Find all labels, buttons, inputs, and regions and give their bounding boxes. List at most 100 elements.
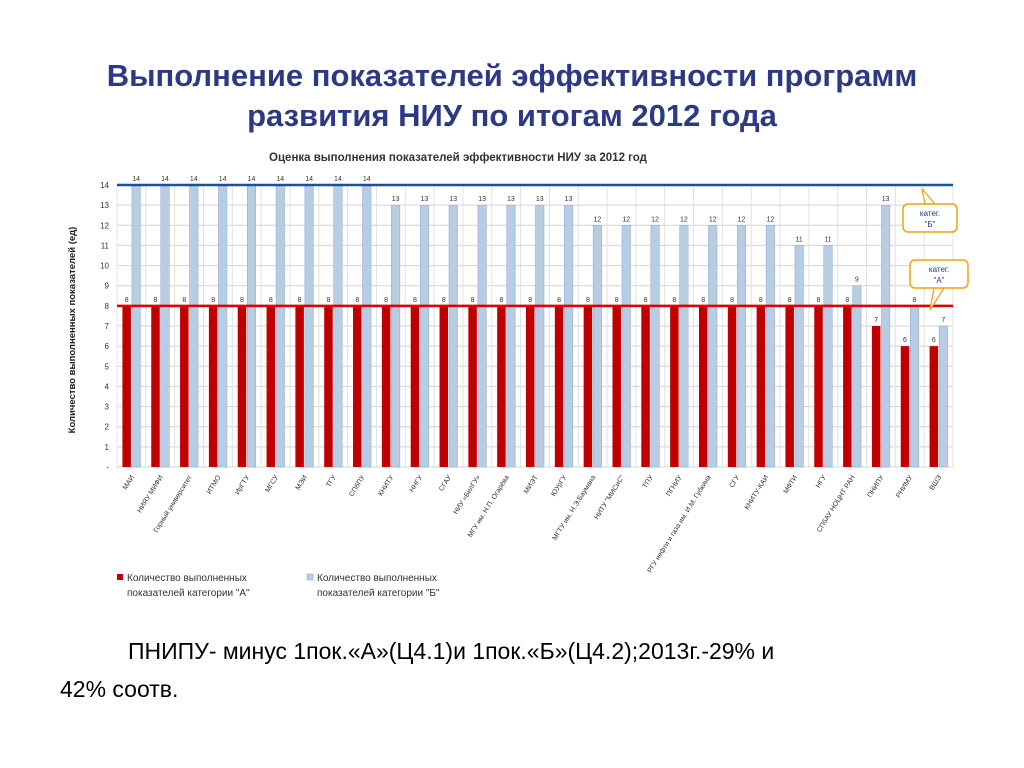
callout-box bbox=[909, 259, 969, 289]
slide-title: Выполнение показателей эффективности про… bbox=[40, 56, 984, 136]
callout-text-line2: "Б" bbox=[925, 220, 936, 229]
x-tick-label: СПбПУ bbox=[347, 473, 367, 498]
data-label-b: 13 bbox=[449, 196, 457, 203]
x-tick-label: КНИТУ-КАИ bbox=[744, 474, 771, 511]
callout-box bbox=[902, 203, 958, 233]
bar-category-b bbox=[189, 184, 199, 468]
data-label-b: 12 bbox=[622, 216, 630, 223]
bar-category-a bbox=[727, 305, 737, 467]
bar-category-a bbox=[410, 305, 420, 467]
y-tick-label: - bbox=[106, 463, 109, 472]
svg-text:показателей категории "Б": показателей категории "Б" bbox=[317, 588, 440, 599]
y-tick-label: 14 bbox=[100, 181, 109, 190]
bar-category-a bbox=[785, 305, 794, 467]
bar-category-a bbox=[554, 305, 564, 467]
data-label-a: 8 bbox=[384, 297, 388, 304]
data-label-a: 8 bbox=[701, 297, 705, 304]
data-label-b: 14 bbox=[305, 176, 313, 183]
callouts: катег. "Б" катег. "А" bbox=[902, 186, 969, 311]
data-label-a: 6 bbox=[932, 337, 936, 344]
bar-category-b bbox=[794, 245, 804, 468]
data-label-b: 14 bbox=[334, 176, 342, 183]
x-tick-label: ИТМО bbox=[206, 474, 223, 496]
x-tick-label: ИрГТУ bbox=[234, 474, 252, 496]
x-tick-label: МЭИ bbox=[295, 474, 309, 491]
data-label-b: 14 bbox=[276, 176, 284, 183]
callout-pointer bbox=[920, 186, 937, 205]
y-tick-label: 11 bbox=[101, 241, 110, 250]
data-label-b: 14 bbox=[132, 176, 140, 183]
data-label-a: 8 bbox=[355, 297, 359, 304]
title-line-2: развития НИУ по итогам 2012 года bbox=[247, 98, 777, 133]
y-tick-label: 2 bbox=[105, 423, 110, 432]
data-label-a: 8 bbox=[327, 297, 331, 304]
data-label-b: 8 bbox=[913, 297, 917, 304]
x-tick-label: ЮУрГУ bbox=[550, 474, 569, 498]
bar-chart: Оценка выполнения показателей эффективно… bbox=[67, 152, 969, 599]
bar-category-b bbox=[391, 204, 401, 468]
data-label-b: 12 bbox=[594, 216, 602, 223]
bar-category-a bbox=[381, 305, 391, 467]
data-label-a: 8 bbox=[730, 297, 734, 304]
note-line-2: 42% соотв. bbox=[60, 676, 179, 702]
y-tick-label: 7 bbox=[105, 322, 110, 331]
bar-category-b bbox=[910, 305, 920, 468]
data-label-a: 8 bbox=[298, 297, 302, 304]
bar-category-a bbox=[497, 305, 506, 467]
y-axis-label: Количество выполненных показателей (ед) bbox=[67, 227, 78, 434]
bar-category-a bbox=[151, 305, 160, 467]
bar-category-b bbox=[621, 225, 631, 468]
data-label-a: 8 bbox=[644, 297, 648, 304]
bar-category-b bbox=[218, 184, 228, 468]
bar-category-a bbox=[612, 305, 621, 467]
data-label-b: 11 bbox=[824, 236, 831, 243]
x-tick-label: ПНИПУ bbox=[867, 474, 886, 499]
data-label-b: 13 bbox=[536, 196, 544, 203]
bar-category-a bbox=[122, 305, 131, 467]
x-tick-label: МФТИ bbox=[783, 474, 800, 495]
bar-category-b bbox=[592, 225, 602, 468]
x-tick-label: ТПУ bbox=[642, 474, 656, 490]
bar-category-a bbox=[843, 305, 852, 467]
bar-category-a bbox=[670, 305, 679, 467]
data-label-a: 6 bbox=[903, 337, 907, 344]
x-tick-label: МАИ bbox=[122, 474, 136, 491]
note-line-1: ПНИПУ- минус 1пок.«А»(Ц4.1)и 1пок.«Б»(Ц4… bbox=[128, 638, 775, 664]
svg-text:Количество выполненных: Количество выполненных bbox=[317, 573, 437, 584]
data-label-a: 8 bbox=[557, 297, 561, 304]
data-label-a: 8 bbox=[240, 297, 244, 304]
bar-category-b bbox=[535, 204, 545, 468]
data-label-b: 14 bbox=[248, 176, 256, 183]
data-label-a: 8 bbox=[672, 297, 676, 304]
data-label-b: 9 bbox=[855, 277, 859, 284]
legend-swatch-b bbox=[306, 573, 314, 581]
legend-label-b-line1: Количество выполненных bbox=[317, 573, 437, 584]
x-tick-label: ПГНИУ bbox=[666, 474, 685, 498]
data-label-a: 8 bbox=[471, 297, 475, 304]
bar-category-b bbox=[477, 204, 487, 468]
callout-text-line2: "А" bbox=[933, 276, 944, 285]
data-label-a: 8 bbox=[125, 297, 129, 304]
bar-category-b bbox=[881, 204, 891, 468]
data-label-a: 8 bbox=[845, 297, 849, 304]
bar-category-b bbox=[333, 184, 343, 468]
bar-category-b bbox=[852, 285, 862, 468]
y-tick-label: 1 bbox=[105, 443, 110, 452]
data-label-b: 13 bbox=[421, 196, 429, 203]
bar-category-b bbox=[765, 225, 775, 468]
data-label-a: 8 bbox=[442, 297, 446, 304]
data-label-a: 8 bbox=[528, 297, 532, 304]
x-tick-label: КНИТУ bbox=[377, 474, 395, 498]
x-tick-label: ВШЭ bbox=[929, 474, 943, 491]
y-tick-label: 8 bbox=[105, 302, 110, 311]
bar-category-a bbox=[208, 305, 218, 467]
legend-label-b-line2: показателей категории "Б" bbox=[317, 588, 440, 599]
bar-category-a bbox=[180, 305, 189, 467]
callout-text-line1: катег. bbox=[920, 209, 940, 218]
bar-category-b bbox=[275, 184, 285, 468]
y-tick-label: 13 bbox=[100, 201, 109, 210]
data-label-a: 8 bbox=[269, 297, 273, 304]
bar-category-a bbox=[871, 326, 881, 467]
legend-label-a-line1: Количество выполненных bbox=[127, 573, 247, 584]
data-label-a: 8 bbox=[499, 297, 503, 304]
